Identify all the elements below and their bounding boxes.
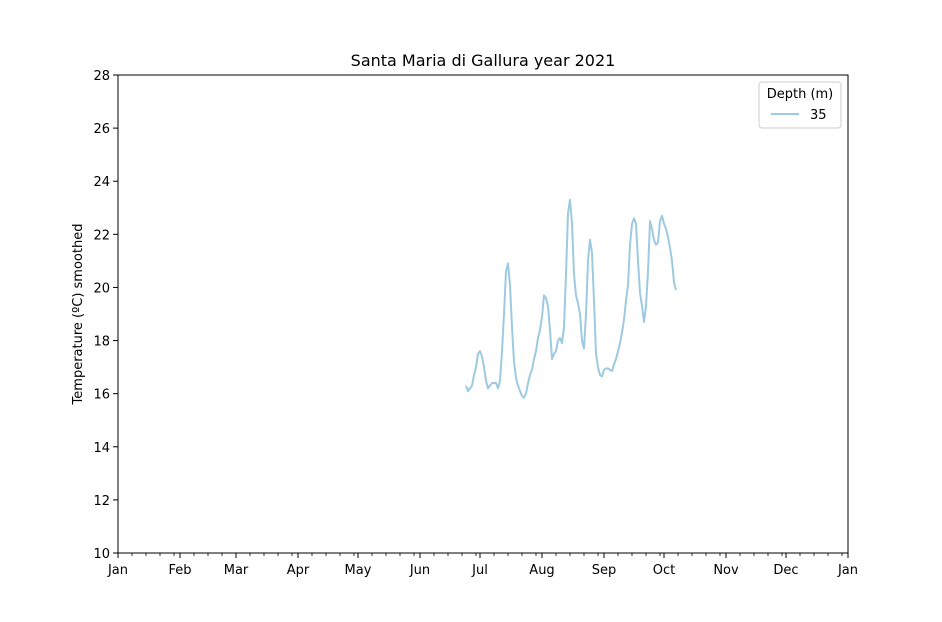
y-tick-label: 14 bbox=[93, 441, 110, 456]
x-tick-label: Aug bbox=[529, 563, 554, 578]
y-tick-label: 28 bbox=[93, 69, 110, 84]
legend-entry-label: 35 bbox=[810, 108, 827, 123]
legend: Depth (m) 35 bbox=[758, 81, 842, 129]
y-tick-label: 16 bbox=[93, 388, 110, 403]
x-tick-label: Feb bbox=[168, 563, 191, 578]
x-tick-label: Jul bbox=[471, 563, 488, 578]
plot-area bbox=[465, 198, 677, 399]
chart-title: Santa Maria di Gallura year 2021 bbox=[351, 51, 616, 70]
series-line-35 bbox=[465, 198, 677, 399]
y-axis-label: Temperature (ºC) smoothed bbox=[71, 224, 86, 406]
x-tick-label: Mar bbox=[224, 563, 249, 578]
axes-frame bbox=[117, 74, 849, 554]
y-tick-label: 24 bbox=[93, 175, 110, 190]
y-tick-label: 18 bbox=[93, 335, 110, 350]
x-tick-label: Jan bbox=[107, 563, 128, 578]
x-tick-label: Dec bbox=[773, 563, 798, 578]
y-tick-label: 26 bbox=[93, 122, 110, 137]
x-tick-label: Jun bbox=[409, 563, 430, 578]
legend-box bbox=[758, 81, 842, 129]
y-tick-label: 10 bbox=[93, 547, 110, 562]
y-tick-label: 12 bbox=[93, 494, 110, 509]
x-tick-label: Sep bbox=[592, 563, 617, 578]
x-tick-label: Apr bbox=[287, 563, 310, 578]
y-tick-label: 22 bbox=[93, 228, 110, 243]
axes: 10 12 14 16 18 20 22 24 26 28 Jan Feb Mar Apr May Jun Ju… bbox=[93, 69, 858, 578]
x-tick-label: Oct bbox=[653, 563, 675, 578]
legend-title: Depth (m) bbox=[767, 87, 834, 102]
x-tick-label: Nov bbox=[713, 563, 739, 578]
x-tick-label: Jan bbox=[837, 563, 858, 578]
y-tick-label: 20 bbox=[93, 281, 110, 296]
x-tick-label: May bbox=[345, 563, 372, 578]
